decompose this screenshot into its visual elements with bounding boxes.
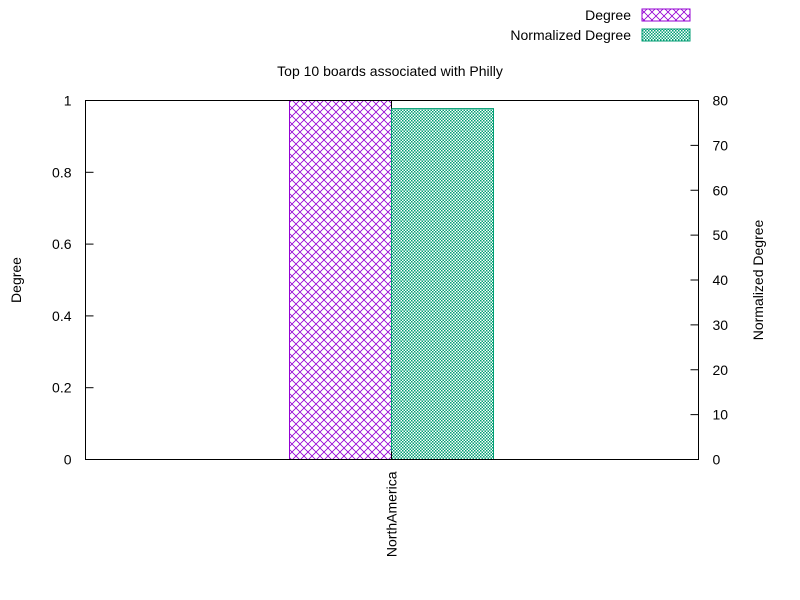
legend-label-degree: Degree bbox=[585, 7, 631, 23]
y-tick-label: 0.6 bbox=[52, 236, 72, 252]
y2-axis-ticks: 0 10 20 30 40 50 60 70 80 bbox=[690, 93, 729, 468]
y-tick-label: 0 bbox=[64, 452, 72, 468]
y2-tick-label: 30 bbox=[713, 317, 729, 333]
y2-tick-label: 60 bbox=[713, 182, 729, 198]
y2-tick-label: 70 bbox=[713, 137, 729, 153]
x-axis-ticks: NorthAmerica bbox=[384, 100, 400, 557]
y2-tick-label: 0 bbox=[713, 452, 721, 468]
y2-axis-label: Normalized Degree bbox=[750, 219, 766, 340]
legend: Degree Normalized Degree bbox=[510, 7, 691, 43]
bar-degree bbox=[289, 100, 392, 460]
y-tick-label: 0.4 bbox=[52, 308, 72, 324]
y2-tick-label: 20 bbox=[713, 362, 729, 378]
y-axis-ticks: 0 0.2 0.4 0.6 0.8 1 bbox=[52, 93, 94, 468]
bars bbox=[289, 100, 494, 460]
y2-tick-label: 50 bbox=[713, 227, 729, 243]
y-tick-label: 0.2 bbox=[52, 380, 72, 396]
x-tick-label: NorthAmerica bbox=[384, 471, 400, 557]
y-axis-label: Degree bbox=[8, 257, 24, 303]
legend-label-normalized-degree: Normalized Degree bbox=[510, 27, 631, 43]
y2-tick-label: 80 bbox=[713, 93, 729, 109]
legend-swatch-normalized-degree bbox=[641, 28, 691, 42]
y-tick-label: 0.8 bbox=[52, 164, 72, 180]
chart-title: Top 10 boards associated with Philly bbox=[277, 63, 503, 79]
legend-swatch-degree bbox=[641, 8, 691, 22]
bar-normalized-degree bbox=[391, 108, 494, 460]
plot-frame bbox=[85, 100, 699, 460]
y-tick-label: 1 bbox=[64, 93, 72, 109]
y2-tick-label: 40 bbox=[713, 272, 729, 288]
y2-tick-label: 10 bbox=[713, 407, 729, 423]
